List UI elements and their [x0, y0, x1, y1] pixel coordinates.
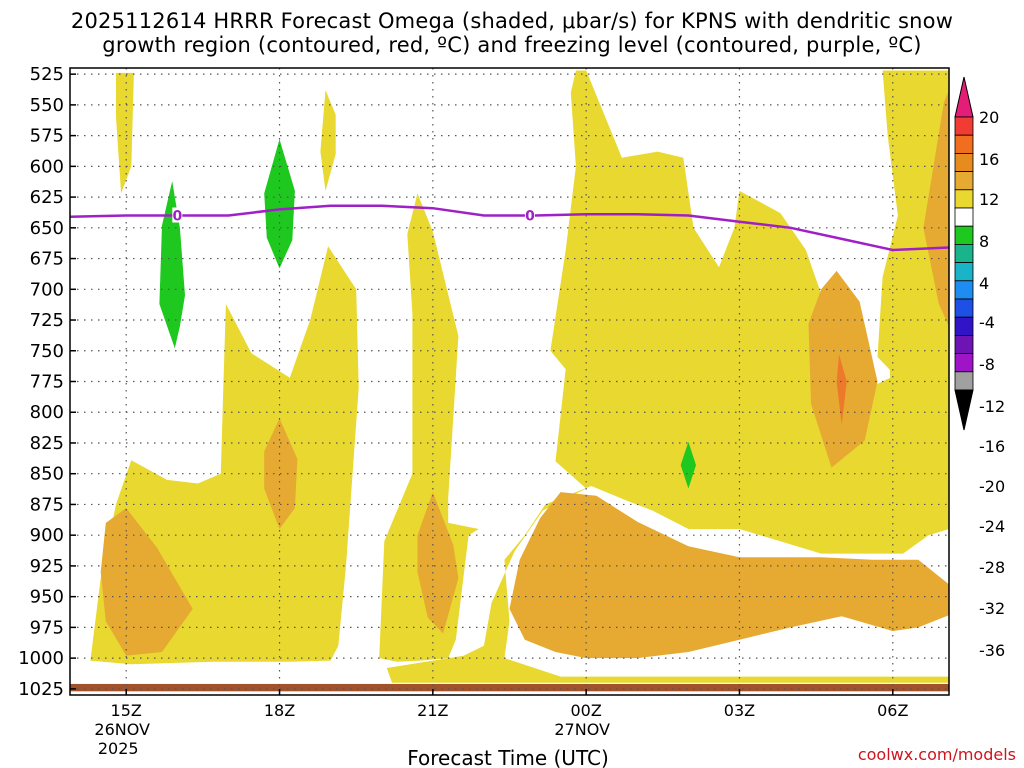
- omega-region-yellow-5: [379, 193, 479, 662]
- y-tick-label: 1000: [18, 648, 64, 669]
- omega-region-yellow-0: [116, 72, 134, 194]
- y-tick-label: 850: [30, 464, 64, 485]
- y-tick-label: 975: [30, 617, 64, 638]
- x-tick-label: 21Z: [417, 701, 448, 720]
- y-tick-label: 625: [30, 187, 64, 208]
- colorbar-min-triangle: [954, 389, 974, 431]
- omega-region-green-13: [159, 181, 185, 349]
- x-axis-label: Forecast Time (UTC): [407, 746, 609, 768]
- ground-bar: [70, 683, 949, 692]
- site-credit: coolwx.com/models: [858, 745, 1016, 764]
- omega-region-orange-12: [923, 90, 949, 327]
- y-axis: 525 550 575 600 625 650 675 700 725 750 775 800 825 8…: [18, 64, 76, 700]
- y-tick-label: 1025: [18, 679, 64, 700]
- omega-region-orange-6: [417, 492, 459, 634]
- omega-region-orange-8: [509, 492, 949, 659]
- y-tick-label: 950: [30, 587, 64, 608]
- y-tick-label: 675: [30, 249, 64, 270]
- x-tick-label: 15Z: [111, 701, 142, 720]
- omega-region-green-14: [264, 139, 295, 269]
- x-tick-year: 2025: [98, 739, 139, 758]
- freezing-level-label: 0: [172, 209, 182, 225]
- freezing-level-label-bg: [172, 207, 183, 223]
- y-tick-label: 900: [30, 525, 64, 546]
- colorbar-bin: [954, 116, 974, 136]
- colorbar-label: 12: [979, 190, 999, 209]
- colorbar-max-triangle: [954, 76, 974, 118]
- colorbar-bin: [954, 189, 974, 209]
- colorbar-bin: [954, 298, 974, 318]
- x-tick-date: 27NOV: [554, 720, 610, 739]
- y-tick-label: 925: [30, 556, 64, 577]
- colorbar-label: -36: [979, 641, 1005, 660]
- colorbar-label: 4: [979, 274, 989, 293]
- omega-shading: [90, 70, 949, 683]
- y-tick-label: 800: [30, 402, 64, 423]
- freezing-level-line: [70, 204, 949, 252]
- colorbar-label: 20: [979, 108, 999, 127]
- ground-surface: [70, 683, 949, 692]
- colorbar-bin: [954, 262, 974, 282]
- y-tick-label: 650: [30, 218, 64, 239]
- y-tick-label: 775: [30, 372, 64, 393]
- y-tick-label: 825: [30, 433, 64, 454]
- colorbar-bin: [954, 316, 974, 336]
- colorbar-label: -24: [979, 517, 1005, 536]
- y-tick-label: 700: [30, 279, 64, 300]
- colorbar-label: -20: [979, 477, 1005, 496]
- y-tick-label: 525: [30, 64, 64, 85]
- x-tick-date: 26NOV: [94, 720, 150, 739]
- colorbar-bin: [954, 207, 974, 227]
- x-tick-label: 18Z: [264, 701, 295, 720]
- y-tick-label: 750: [30, 341, 64, 362]
- y-tick-label: 550: [30, 95, 64, 116]
- omega-region-yellow-11: [877, 70, 949, 373]
- y-tick-label: 725: [30, 310, 64, 331]
- freezing-level-label-bg: [524, 207, 535, 223]
- colorbar-bin: [954, 280, 974, 300]
- x-tick-label: 06Z: [877, 701, 908, 720]
- colorbar-bin: [954, 171, 974, 191]
- colorbar-bin: [954, 243, 974, 263]
- colorbar-bin: [954, 353, 974, 373]
- colorbar-bin: [954, 225, 974, 245]
- colorbar: 20 16 12 8 4 -4 -8 -12 -16 -20 -24 -28 -32 -36: [954, 76, 1005, 660]
- omega-region-orange-3: [100, 508, 193, 656]
- colorbar-label: 16: [979, 150, 999, 169]
- colorbar-label: -28: [979, 558, 1005, 577]
- chart-title-line1: 2025112614 HRRR Forecast Omega (shaded, …: [70, 9, 954, 33]
- x-tick-label: 00Z: [570, 701, 601, 720]
- x-tick-label: 03Z: [724, 701, 755, 720]
- colorbar-bin: [954, 152, 974, 172]
- colorbar-label: -16: [979, 437, 1005, 456]
- y-tick-label: 575: [30, 126, 64, 147]
- colorbar-bin: [954, 371, 974, 391]
- colorbar-label: -12: [979, 397, 1005, 416]
- omega-region-yellow-7: [386, 70, 949, 683]
- colorbar-bin: [954, 134, 974, 154]
- chart-title-line2: growth region (contoured, red, ºC) and f…: [102, 33, 922, 57]
- colorbar-label: -32: [979, 599, 1005, 618]
- colorbar-label: -8: [979, 355, 995, 374]
- y-tick-label: 875: [30, 494, 64, 515]
- colorbar-label: 8: [979, 232, 989, 251]
- omega-region-green-15: [680, 441, 696, 489]
- colorbar-label: -4: [979, 313, 995, 332]
- colorbar-bin: [954, 334, 974, 354]
- omega-region-yellow-1: [320, 90, 336, 191]
- y-tick-label: 600: [30, 156, 64, 177]
- freezing-level-label: 0: [525, 209, 535, 225]
- omega-region-dark_orange-10: [836, 354, 847, 425]
